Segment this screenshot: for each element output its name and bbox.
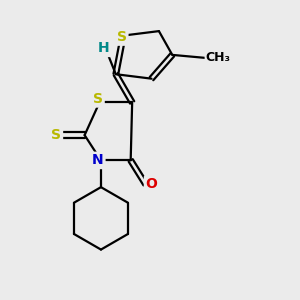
Text: H: H [98,41,110,56]
Text: CH₃: CH₃ [206,51,231,64]
Text: O: O [146,177,158,191]
Text: S: S [117,30,127,44]
Text: N: N [92,153,104,167]
Text: S: S [93,92,103,106]
Text: S: S [51,128,62,142]
